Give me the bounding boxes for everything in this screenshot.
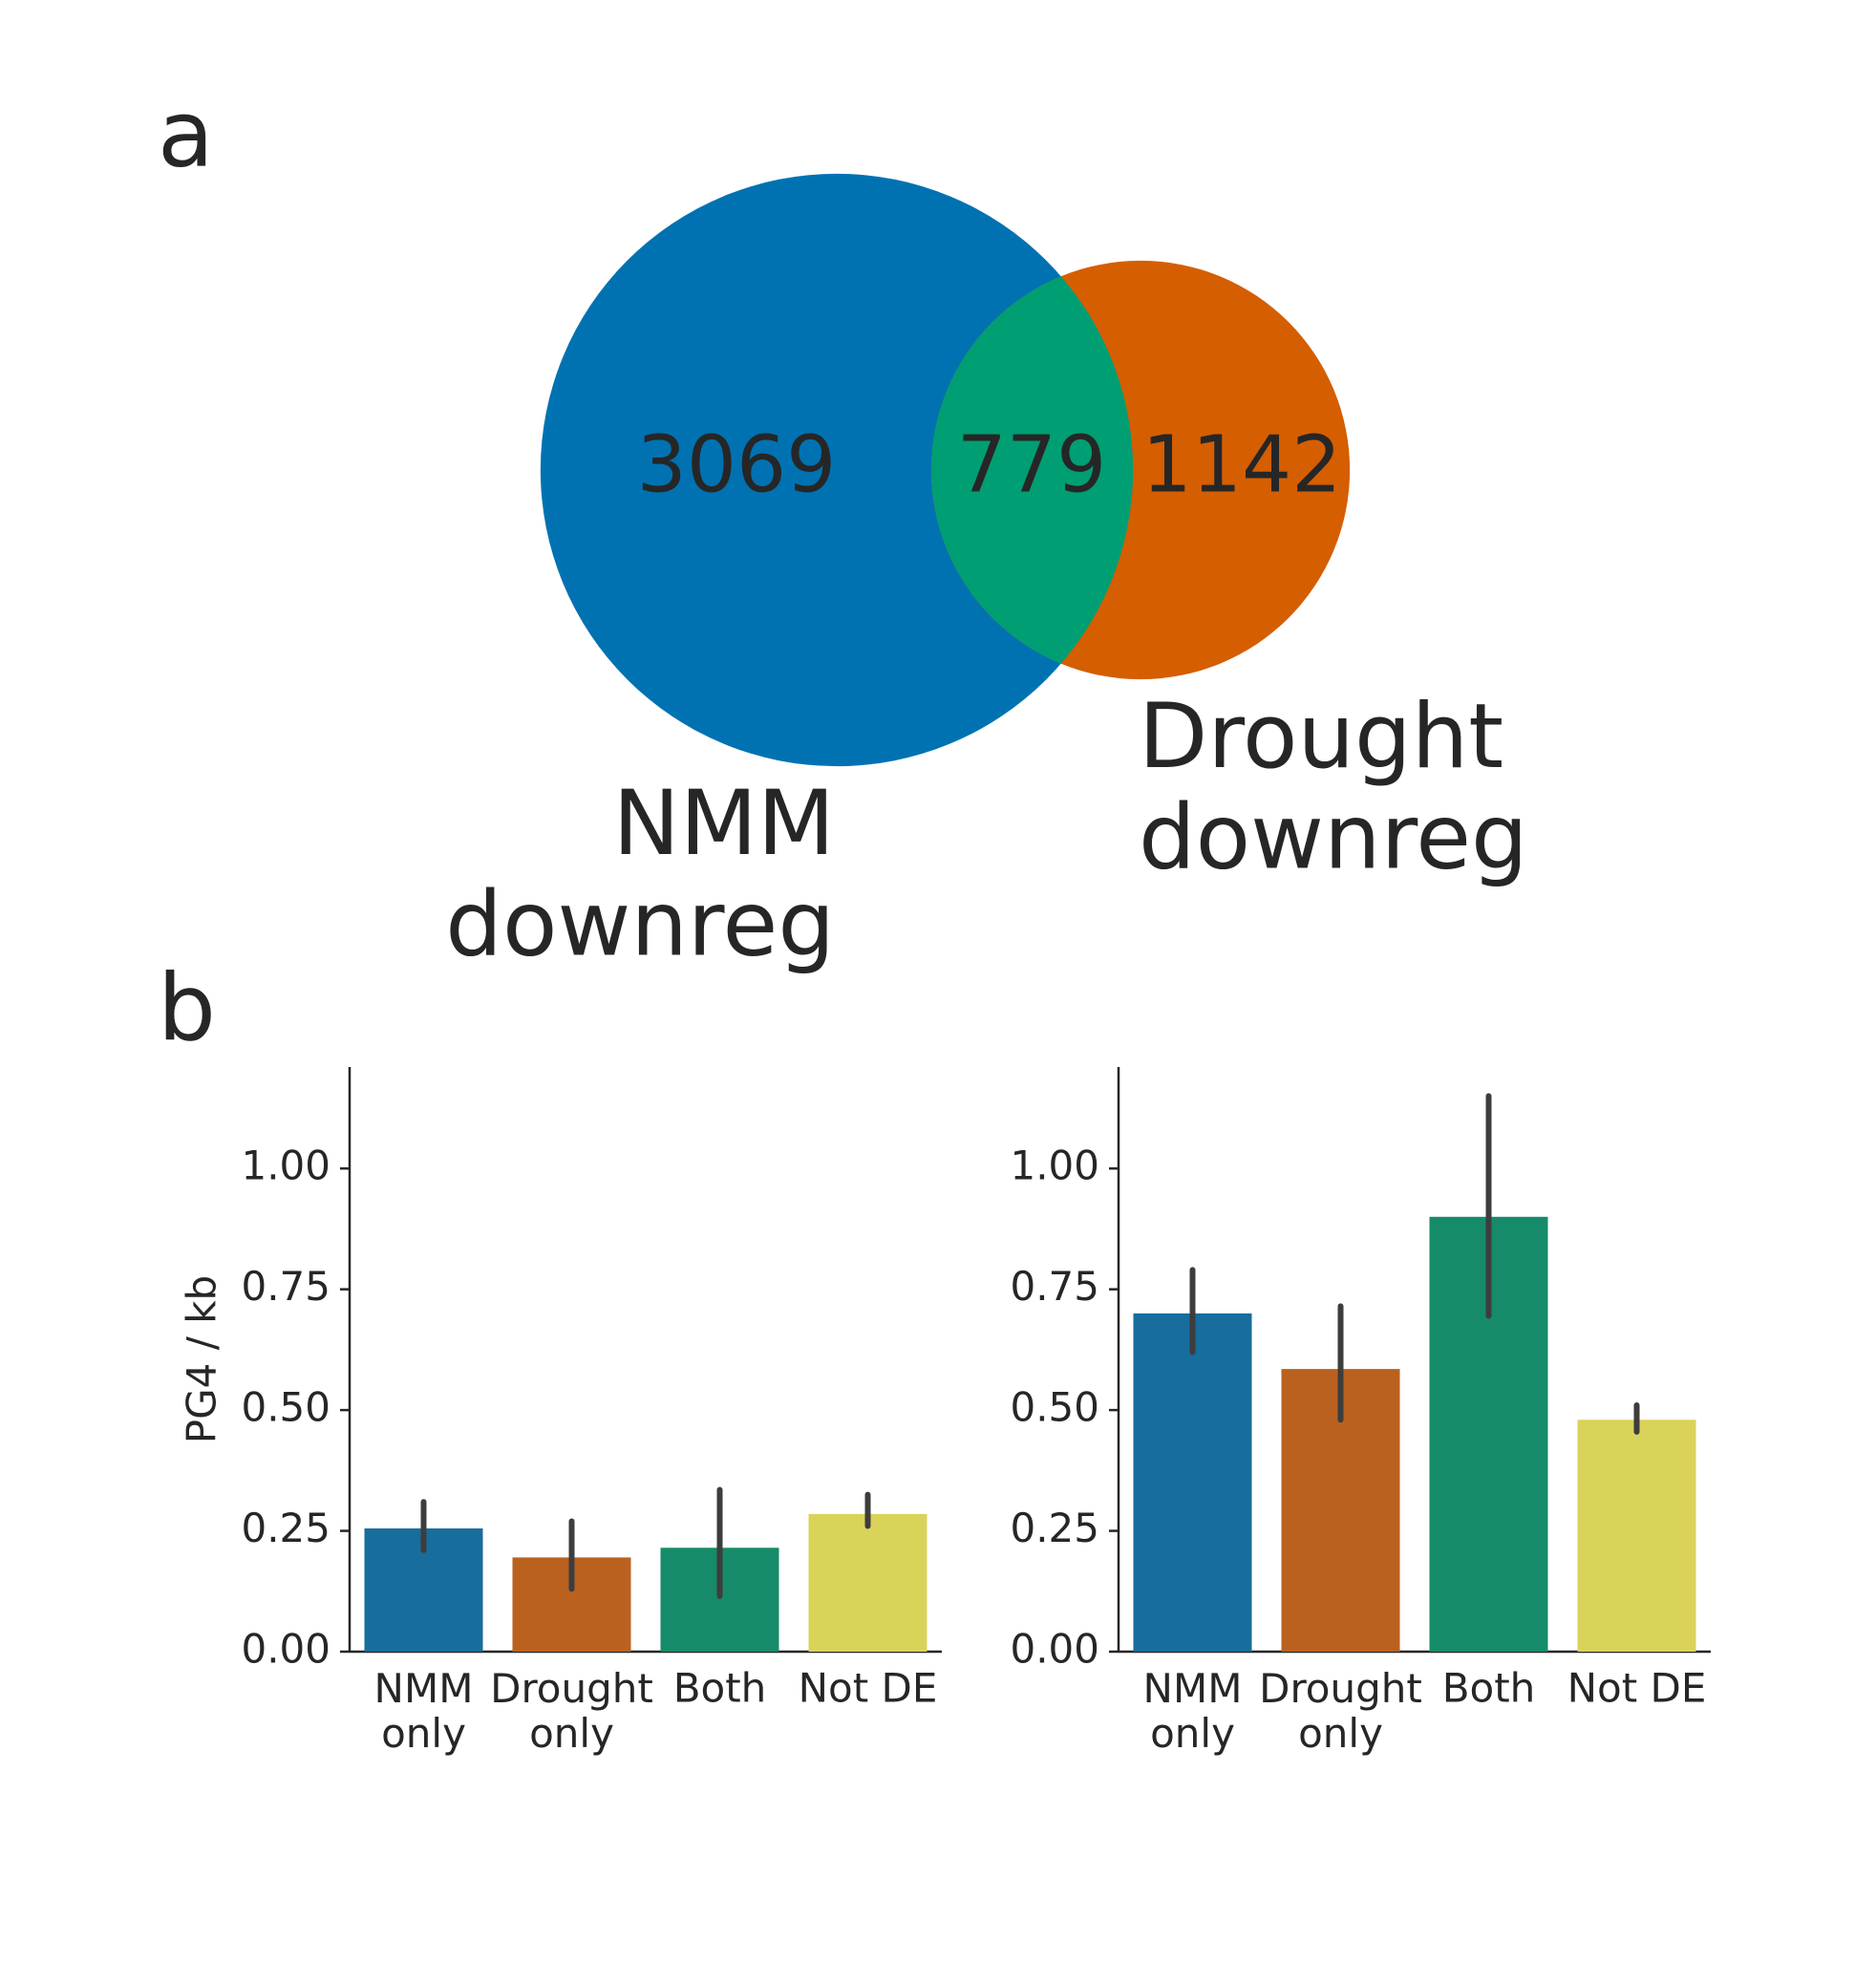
bar	[1133, 1313, 1252, 1652]
x-tick-label: Drought only	[490, 1665, 653, 1757]
y-tick-label: 0.50	[1010, 1384, 1099, 1431]
y-tick-label: 0.75	[241, 1263, 330, 1310]
venn-count: 1142	[1142, 419, 1342, 510]
y-tick-label: 0.25	[241, 1505, 330, 1551]
y-tick-label: 0.75	[1010, 1263, 1099, 1310]
x-tick-label: Not DE	[1567, 1665, 1707, 1712]
panel-label: b	[158, 954, 216, 1061]
y-tick-label: 0.50	[241, 1384, 330, 1431]
y-tick-label: 1.00	[1010, 1142, 1099, 1189]
y-tick-label: 0.00	[241, 1626, 330, 1673]
y-tick-label: 1.00	[241, 1142, 330, 1189]
x-tick-label: Drought only	[1259, 1665, 1422, 1757]
y-tick-label: 0.25	[1010, 1505, 1099, 1551]
venn-count: 779	[957, 419, 1107, 510]
x-tick-label: Both	[673, 1665, 767, 1712]
venn-count: 3069	[637, 419, 837, 510]
bar	[808, 1513, 927, 1652]
x-tick-label: NMM only	[374, 1665, 474, 1757]
venn-set-label: Drought downreg	[1139, 685, 1528, 889]
y-axis-label: PG4 / kb	[179, 1275, 225, 1443]
y-tick-label: 0.00	[1010, 1626, 1099, 1673]
x-tick-label: Both	[1442, 1665, 1536, 1712]
panel-label: a	[158, 80, 214, 187]
bar	[1577, 1420, 1696, 1652]
x-tick-label: NMM only	[1143, 1665, 1243, 1757]
venn-set-label: NMM downreg	[445, 772, 835, 976]
x-tick-label: Not DE	[799, 1665, 938, 1712]
venn-set-a	[540, 173, 1134, 767]
